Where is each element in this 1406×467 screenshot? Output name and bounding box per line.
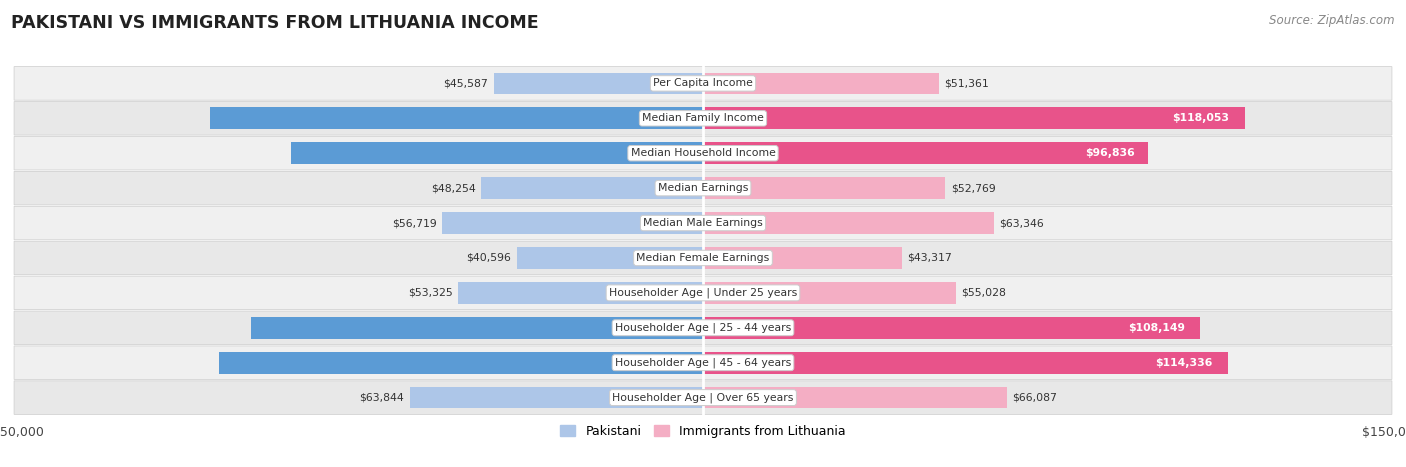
Bar	[409, 387, 703, 409]
FancyBboxPatch shape	[14, 171, 1392, 205]
Text: $51,361: $51,361	[945, 78, 990, 88]
Text: $105,317: $105,317	[679, 358, 735, 368]
FancyBboxPatch shape	[14, 311, 1392, 345]
Text: Householder Age | 45 - 64 years: Householder Age | 45 - 64 years	[614, 357, 792, 368]
Bar	[252, 317, 703, 339]
Text: $43,317: $43,317	[907, 253, 952, 263]
Text: Per Capita Income: Per Capita Income	[652, 78, 754, 88]
Bar	[703, 212, 994, 234]
FancyBboxPatch shape	[14, 276, 1392, 310]
Bar	[703, 107, 1246, 129]
Text: $52,769: $52,769	[950, 183, 995, 193]
Text: $114,336: $114,336	[1154, 358, 1212, 368]
Bar	[443, 212, 703, 234]
Text: $40,596: $40,596	[467, 253, 510, 263]
Bar	[703, 142, 1147, 164]
Text: Householder Age | 25 - 44 years: Householder Age | 25 - 44 years	[614, 323, 792, 333]
Bar	[703, 177, 945, 199]
Text: $108,149: $108,149	[1128, 323, 1185, 333]
Text: Median Female Earnings: Median Female Earnings	[637, 253, 769, 263]
Text: $107,390: $107,390	[678, 113, 735, 123]
Text: $56,719: $56,719	[392, 218, 437, 228]
Bar	[481, 177, 703, 199]
Text: Median Family Income: Median Family Income	[643, 113, 763, 123]
Text: $89,638: $89,638	[682, 148, 733, 158]
Bar	[516, 247, 703, 269]
FancyBboxPatch shape	[14, 381, 1392, 414]
Text: Median Earnings: Median Earnings	[658, 183, 748, 193]
Bar	[703, 317, 1199, 339]
Text: $98,401: $98,401	[681, 323, 730, 333]
FancyBboxPatch shape	[14, 136, 1392, 170]
Bar	[703, 387, 1007, 409]
Text: Median Household Income: Median Household Income	[630, 148, 776, 158]
FancyBboxPatch shape	[14, 206, 1392, 240]
Text: $63,844: $63,844	[360, 393, 405, 403]
Text: $55,028: $55,028	[962, 288, 1007, 298]
Text: $48,254: $48,254	[432, 183, 475, 193]
Text: PAKISTANI VS IMMIGRANTS FROM LITHUANIA INCOME: PAKISTANI VS IMMIGRANTS FROM LITHUANIA I…	[11, 14, 538, 32]
Text: $45,587: $45,587	[443, 78, 488, 88]
Text: Source: ZipAtlas.com: Source: ZipAtlas.com	[1270, 14, 1395, 27]
FancyBboxPatch shape	[14, 67, 1392, 100]
Text: $96,836: $96,836	[1084, 148, 1135, 158]
Legend: Pakistani, Immigrants from Lithuania: Pakistani, Immigrants from Lithuania	[555, 420, 851, 443]
Text: $53,325: $53,325	[408, 288, 453, 298]
Bar	[703, 247, 903, 269]
Bar	[209, 107, 703, 129]
FancyBboxPatch shape	[14, 241, 1392, 275]
FancyBboxPatch shape	[14, 346, 1392, 380]
Text: Householder Age | Under 25 years: Householder Age | Under 25 years	[609, 288, 797, 298]
Bar	[703, 282, 956, 304]
Text: Householder Age | Over 65 years: Householder Age | Over 65 years	[612, 392, 794, 403]
Bar	[703, 352, 1227, 374]
Text: $66,087: $66,087	[1012, 393, 1057, 403]
Bar	[458, 282, 703, 304]
Text: $118,053: $118,053	[1173, 113, 1229, 123]
Text: $63,346: $63,346	[1000, 218, 1045, 228]
Bar	[219, 352, 703, 374]
Bar	[291, 142, 703, 164]
Bar	[494, 72, 703, 94]
Text: Median Male Earnings: Median Male Earnings	[643, 218, 763, 228]
FancyBboxPatch shape	[14, 101, 1392, 135]
Bar	[703, 72, 939, 94]
